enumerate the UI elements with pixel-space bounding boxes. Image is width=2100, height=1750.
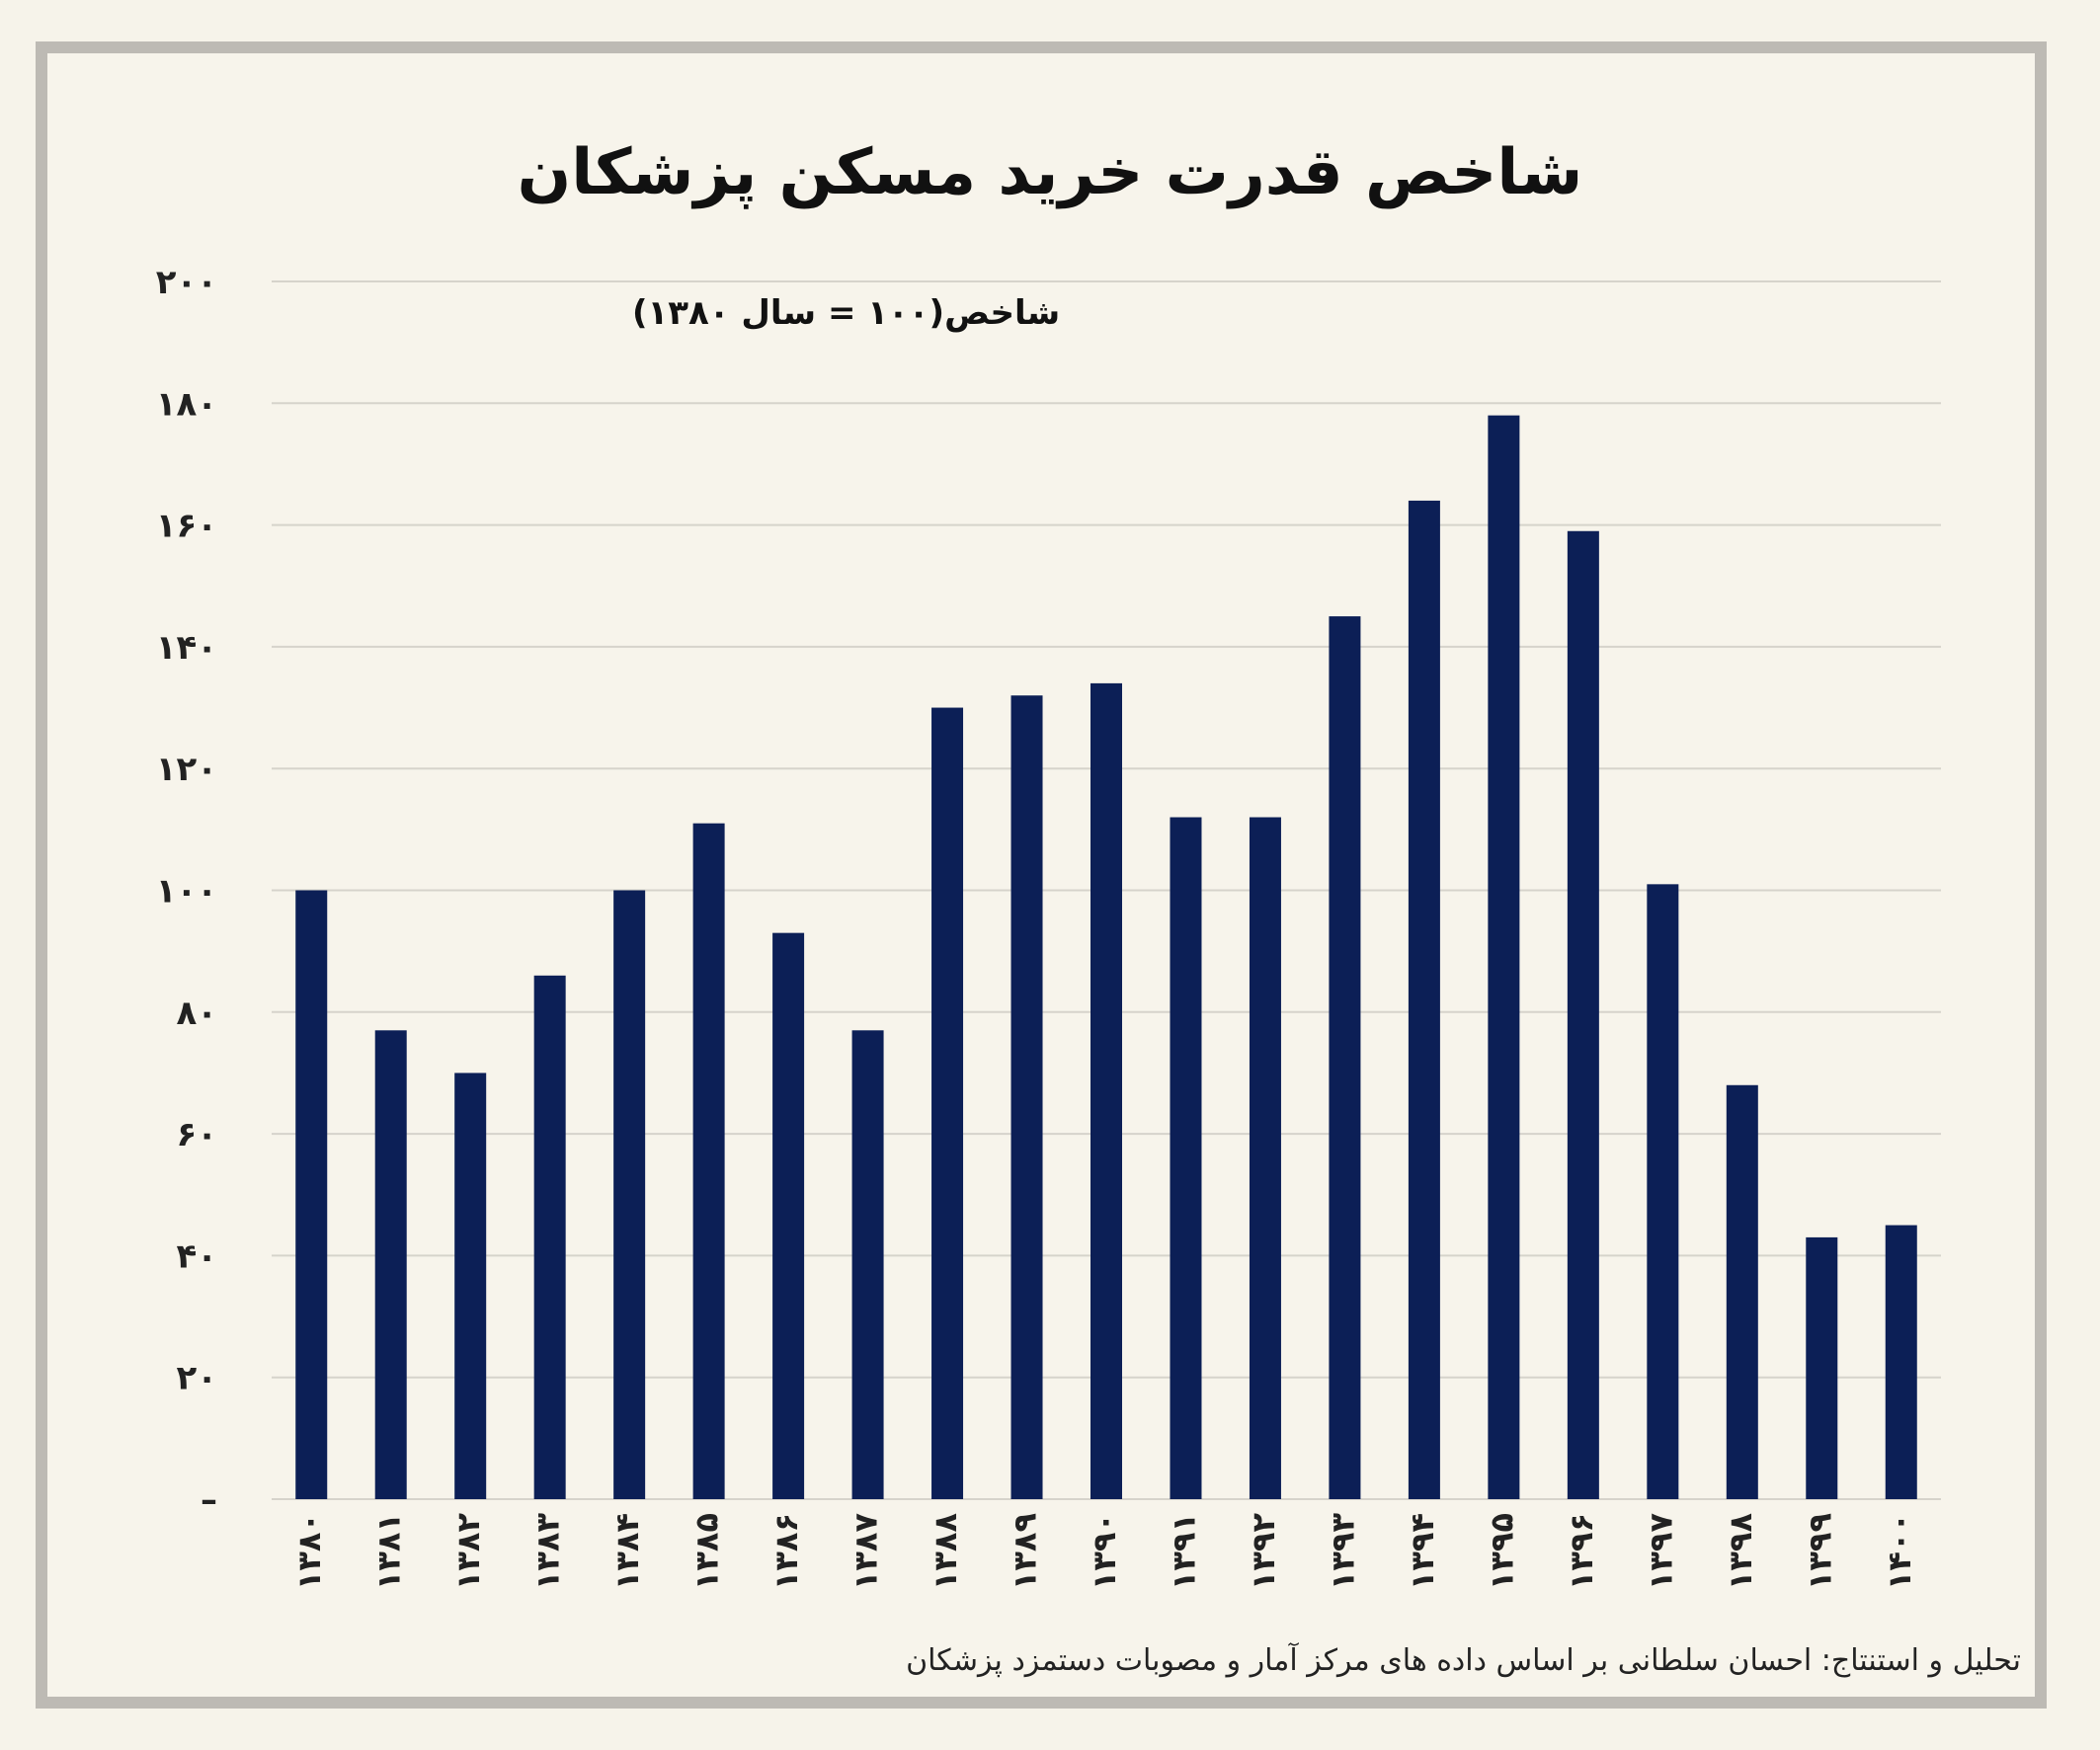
y-tick-label: ۱۴۰: [156, 628, 217, 668]
bar: [1249, 817, 1281, 1499]
x-tick-label: ۱۳۸۵: [688, 1513, 726, 1590]
x-tick-label: ۱۳۹۳: [1324, 1513, 1361, 1591]
bar: [1170, 817, 1202, 1499]
source-note: تحلیل و استنتاج: احسان سلطانی بر اساس دا…: [906, 1643, 2021, 1678]
bar: [1806, 1236, 1838, 1499]
x-tick-label: ۱۳۸۷: [848, 1513, 885, 1591]
bar: [613, 890, 646, 1499]
y-tick-label: ۸۰: [176, 994, 217, 1033]
bar: [1488, 415, 1520, 1499]
bar: [692, 823, 725, 1499]
x-tick-label: ۱۳۹۵: [1483, 1513, 1520, 1590]
chart-title: شاخص قدرت خرید مسکن پزشکان: [517, 136, 1583, 209]
x-tick-label: ۱۳۸۶: [767, 1513, 805, 1590]
y-tick-label: ۴۰: [176, 1236, 217, 1276]
bar: [1726, 1084, 1758, 1499]
bars: [295, 415, 1917, 1499]
bar: [1567, 530, 1599, 1499]
y-axis-label: شاخص(۱۰۰ = سال ۱۳۸۰): [632, 293, 1060, 333]
y-tick-label: ۱۲۰: [156, 750, 217, 789]
y-tick-label: ۱۰۰: [156, 872, 217, 912]
x-tick-label: ۱۳۹۴: [1404, 1513, 1441, 1590]
x-tick-label: ۱۳۸۳: [529, 1513, 567, 1591]
bar: [931, 707, 964, 1499]
bar: [1090, 682, 1122, 1499]
y-tick-label: ۲۰: [176, 1359, 217, 1398]
y-tick-label: ۱۸۰: [156, 384, 217, 424]
y-tick-label: ۶۰: [176, 1115, 217, 1154]
x-tick-label: ۱۳۸۰: [290, 1513, 328, 1590]
bar: [454, 1073, 487, 1499]
x-tick-label: ۱۳۹۹: [1801, 1513, 1838, 1590]
x-tick-label: ۱۳۹۸: [1722, 1513, 1759, 1591]
x-tick-label: ۱۳۹۶: [1563, 1513, 1600, 1590]
x-tick-label: ۱۴۰۰: [1881, 1513, 1918, 1590]
bar: [1885, 1225, 1917, 1499]
x-axis-ticks: ۱۳۸۰ ۱۳۸۱ ۱۳۸۲ ۱۳۸۳ ۱۳۸۴ ۱۳۸۵ ۱۳۸۶ ۱۳۸۷ ۱۳۸۸ ۱۳۸۹…: [290, 1513, 1918, 1591]
bar: [533, 975, 566, 1499]
x-tick-label: ۱۳۸۸: [927, 1513, 964, 1591]
x-tick-label: ۱۳۸۴: [608, 1513, 646, 1590]
x-tick-label: ۱۳۸۱: [370, 1513, 408, 1590]
y-tick-label: ۱۶۰: [156, 507, 217, 546]
bar: [1408, 500, 1440, 1499]
x-tick-label: ۱۳۹۱: [1165, 1513, 1202, 1590]
bar: [374, 1030, 407, 1499]
x-tick-label: ۱۳۹۷: [1642, 1513, 1679, 1591]
x-tick-label: ۱۳۸۲: [449, 1513, 487, 1591]
y-tick-label: ۲۰۰: [156, 263, 217, 302]
x-tick-label: ۱۳۹۲: [1245, 1513, 1282, 1591]
bar: [1647, 884, 1679, 1499]
y-axis-ticks: – ۲۰ ۴۰ ۶۰ ۸۰ ۱۰۰ ۱۲۰ ۱۴۰ ۱۶۰ ۱۸۰ ۲۰۰: [156, 263, 217, 1520]
bar: [1010, 695, 1043, 1499]
bar: [772, 932, 805, 1499]
x-tick-label: ۱۳۹۰: [1086, 1513, 1123, 1590]
y-tick-label: –: [201, 1480, 217, 1520]
bar: [1329, 616, 1361, 1499]
bar: [295, 890, 328, 1499]
bar: [851, 1030, 884, 1499]
x-tick-label: ۱۳۸۹: [1007, 1513, 1044, 1590]
